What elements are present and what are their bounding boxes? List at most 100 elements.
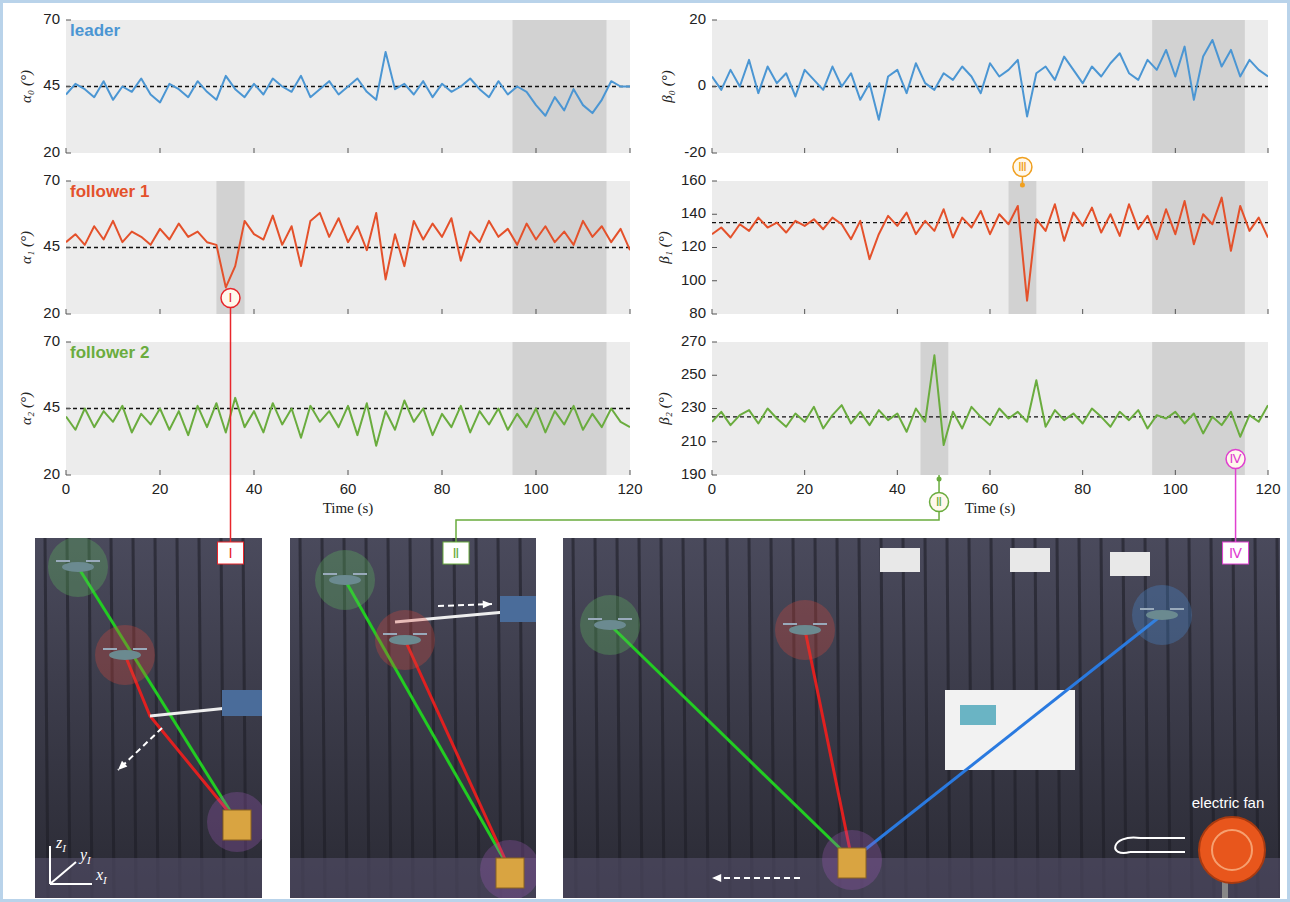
reference-line <box>712 416 1268 417</box>
photo-content <box>563 538 1280 898</box>
frame-axis <box>49 846 51 884</box>
cable <box>405 640 510 870</box>
drone-rotor <box>1170 608 1184 610</box>
curtain-fold <box>881 538 884 898</box>
drone-rotor <box>323 573 337 575</box>
lamp <box>880 548 920 572</box>
tick-mark <box>1082 309 1083 314</box>
curtain-fold <box>815 538 818 898</box>
photo-content <box>290 538 536 898</box>
tick-mark <box>348 470 349 475</box>
payload <box>496 858 524 888</box>
curtain-fold <box>199 538 202 898</box>
y-tick-label: 20 <box>43 143 60 160</box>
y-axis-title: α₁ (°) <box>18 231 35 264</box>
curtain-fold <box>155 538 158 898</box>
photo-label: Ⅱ <box>453 545 460 561</box>
curtain-fold <box>639 538 642 898</box>
tick-mark <box>804 470 805 475</box>
photo-label: Ⅰ <box>228 545 232 561</box>
y-tick-label: -20 <box>684 143 706 160</box>
panel-title: leader <box>70 21 120 40</box>
x-tick-label: 0 <box>708 480 716 497</box>
photo-content: zIyIxI <box>35 538 262 898</box>
panel: 190210230250270020406080100120β₂ (°)Time… <box>656 332 1281 517</box>
payload-halo <box>207 792 262 852</box>
cable <box>125 655 237 822</box>
curtain-fold <box>595 538 598 898</box>
drone-body <box>329 575 361 585</box>
drone-rotor <box>56 560 70 562</box>
stick <box>150 708 228 716</box>
x-tick-label: 80 <box>1074 480 1091 497</box>
drone-halo <box>375 610 435 670</box>
tick-mark <box>66 247 71 248</box>
curtain-fold <box>476 538 479 898</box>
tick-mark <box>630 309 631 314</box>
floor <box>35 858 262 898</box>
annotation-dot <box>1020 183 1025 188</box>
y-tick-label: 70 <box>43 332 60 349</box>
y-tick-label: 70 <box>43 171 60 188</box>
annotation-marker <box>221 289 240 308</box>
tick-mark <box>990 470 991 475</box>
curtain-fold <box>1079 538 1082 898</box>
curtain-fold <box>727 538 730 898</box>
panel: -20020β₀ (°) <box>659 10 1268 160</box>
reference-line <box>66 247 630 248</box>
annotation-label: Ⅰ <box>229 290 233 305</box>
tick-mark <box>442 470 443 475</box>
plot-area <box>66 342 630 475</box>
y-tick-label: 20 <box>689 10 706 27</box>
plot-area <box>66 181 630 314</box>
connector <box>456 512 939 543</box>
tick-mark <box>712 309 713 314</box>
curtain-fold <box>573 538 576 898</box>
y-tick-label: 140 <box>681 204 706 221</box>
cable <box>78 567 237 822</box>
drone-rotor <box>353 573 367 575</box>
tick-mark <box>712 148 713 153</box>
tick-mark <box>990 309 991 314</box>
series-line <box>66 398 630 446</box>
y-tick-label: 210 <box>681 432 706 449</box>
curtain-fold <box>903 538 906 898</box>
panel: 80100120140160β₁ (°)Ⅲ <box>656 158 1268 321</box>
tick-mark <box>442 148 443 153</box>
frame-axis <box>50 883 92 885</box>
banner-logo <box>960 705 996 725</box>
tick-mark <box>1268 470 1269 475</box>
frame-axis-label: yI <box>78 846 92 866</box>
x-tick-label: 40 <box>246 480 263 497</box>
reference-line <box>712 86 1268 87</box>
cable <box>852 615 1162 860</box>
fan-label: electric fan <box>1192 794 1265 811</box>
y-tick-label: 190 <box>681 465 706 482</box>
y-tick-label: 80 <box>689 304 706 321</box>
x-tick-label: 20 <box>796 480 813 497</box>
y-tick-label: 70 <box>43 10 60 27</box>
connector <box>1235 469 1237 543</box>
panel: 204570follower 1α₁ (°)Ⅰ <box>18 171 630 321</box>
y-tick-label: 230 <box>681 398 706 415</box>
plot-area <box>712 20 1268 153</box>
x-tick-label: 40 <box>889 480 906 497</box>
y-axis-title: α₀ (°) <box>18 70 35 103</box>
curtain-fold <box>133 538 136 898</box>
x-tick-label: 60 <box>340 480 357 497</box>
photo-label: Ⅳ <box>1229 545 1242 561</box>
curtain-fold <box>300 538 303 898</box>
x-axis-title: Time (s) <box>965 500 1016 517</box>
tick-mark <box>66 408 71 409</box>
photo-label-box <box>443 542 469 564</box>
arrow-head <box>712 874 721 882</box>
panel: 204570leaderα₀ (°) <box>18 10 630 160</box>
curtain-fold <box>771 538 774 898</box>
wind <box>1115 838 1185 853</box>
series-line <box>66 52 630 116</box>
tick-mark <box>1175 309 1176 314</box>
tick-mark <box>348 309 349 314</box>
fan-grill <box>1212 830 1252 870</box>
tick-mark <box>66 86 71 87</box>
y-axis-title: α₂ (°) <box>18 392 35 425</box>
